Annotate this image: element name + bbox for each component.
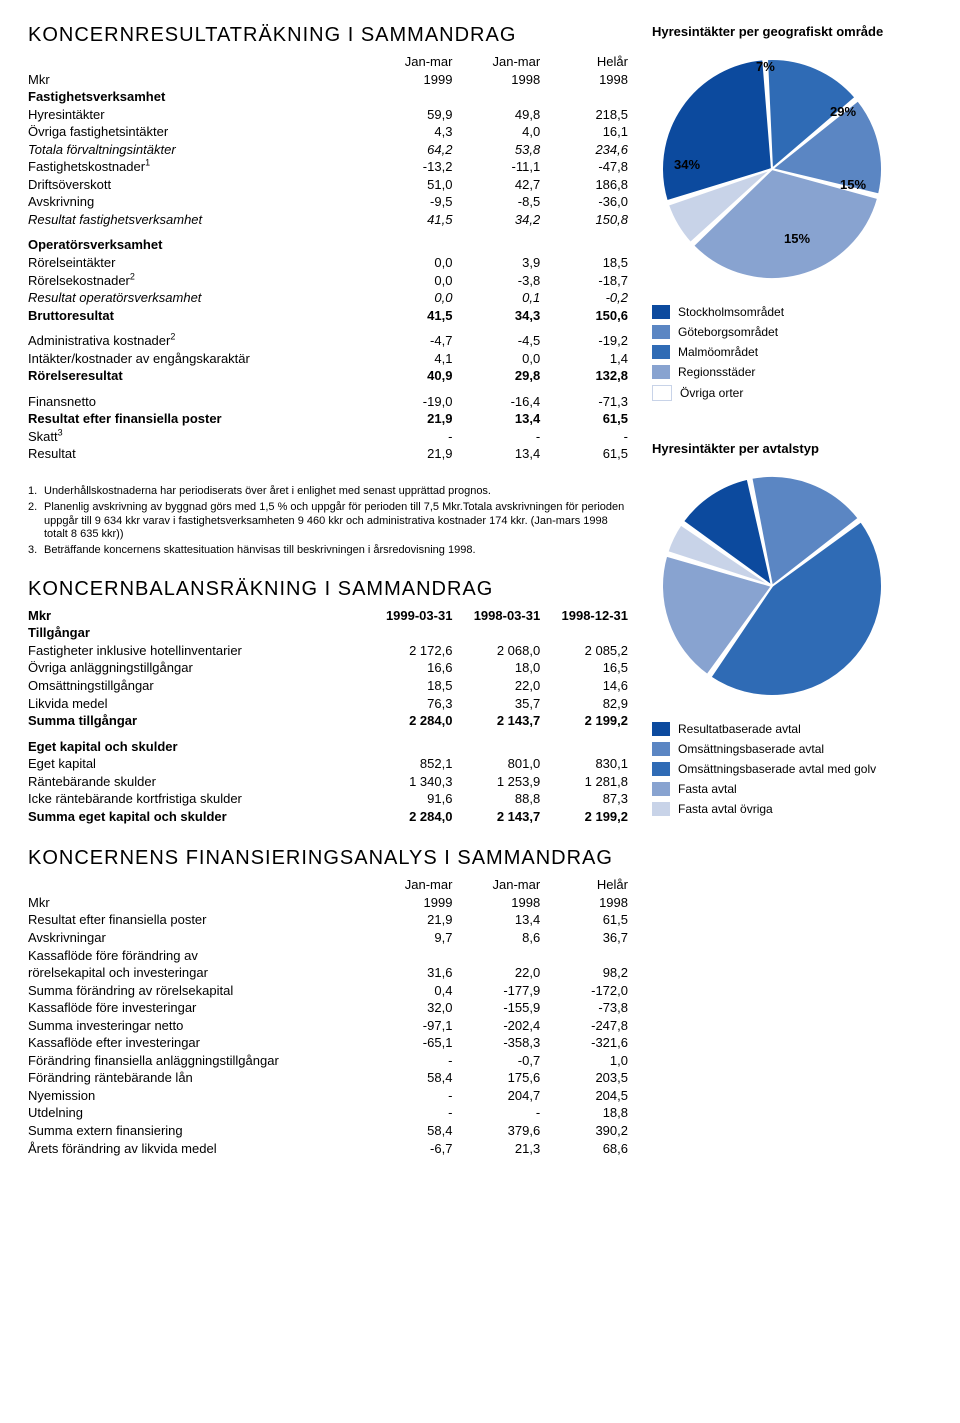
legend-swatch [652,385,672,401]
legend-label: Omsättningsbaserade avtal med golv [678,762,876,776]
cashflow-title: KONCERNENS FINANSIERINGSANALYS I SAMMAND… [28,847,628,870]
legend-item: Övriga orter [652,385,932,401]
legend-label: Göteborgsområdet [678,325,778,339]
income-footnotes: 1.Underhållskostnaderna har periodiserat… [28,485,628,558]
legend-swatch [652,742,670,756]
income-title: KONCERNRESULTATRÄKNING I SAMMANDRAG [28,24,628,47]
chart2-legend: Resultatbaserade avtal Omsättningsbaserad… [652,722,932,816]
legend-label: Stockholmsområdet [678,305,784,319]
legend-swatch [652,325,670,339]
legend-label: Övriga orter [680,386,743,400]
balance-title: KONCERNBALANSRÄKNING I SAMMANDRAG [28,578,628,601]
cashflow-table: Jan-marJan-marHelårMkr199919981998Result… [28,876,628,1157]
left-column: KONCERNRESULTATRÄKNING I SAMMANDRAG Jan-… [28,24,628,1171]
chart1-pie: 29%15%15%34%7% [652,49,892,289]
legend-label: Resultatbaserade avtal [678,722,801,736]
legend-swatch [652,722,670,736]
legend-item: Omsättningsbaserade avtal med golv [652,762,932,776]
legend-swatch [652,345,670,359]
legend-item: Göteborgsområdet [652,325,932,339]
legend-item: Malmöområdet [652,345,932,359]
chart2-pie [652,466,892,706]
legend-label: Malmöområdet [678,345,758,359]
legend-item: Stockholmsområdet [652,305,932,319]
legend-swatch [652,762,670,776]
right-column: Hyresintäkter per geografiskt område 29%… [652,24,932,1171]
legend-label: Fasta avtal övriga [678,802,773,816]
legend-item: Regionsstäder [652,365,932,379]
legend-swatch [652,802,670,816]
legend-label: Omsättningsbaserade avtal [678,742,824,756]
chart1-title: Hyresintäkter per geografiskt område [652,24,932,39]
legend-swatch [652,365,670,379]
legend-swatch [652,305,670,319]
chart1-legend: Stockholmsområdet Göteborgsområdet Malmöom… [652,305,932,401]
page-root: KONCERNRESULTATRÄKNING I SAMMANDRAG Jan-… [28,24,932,1171]
chart2-title: Hyresintäkter per avtalstyp [652,441,932,456]
legend-item: Omsättningsbaserade avtal [652,742,932,756]
legend-item: Fasta avtal [652,782,932,796]
legend-item: Fasta avtal övriga [652,802,932,816]
legend-item: Resultatbaserade avtal [652,722,932,736]
legend-label: Fasta avtal [678,782,737,796]
legend-label: Regionsstäder [678,365,755,379]
legend-swatch [652,782,670,796]
balance-table: Mkr1999-03-311998-03-311998-12-31Tillgån… [28,607,628,834]
income-table: Jan-marJan-marHelårMkr199919981998Fastig… [28,53,628,471]
